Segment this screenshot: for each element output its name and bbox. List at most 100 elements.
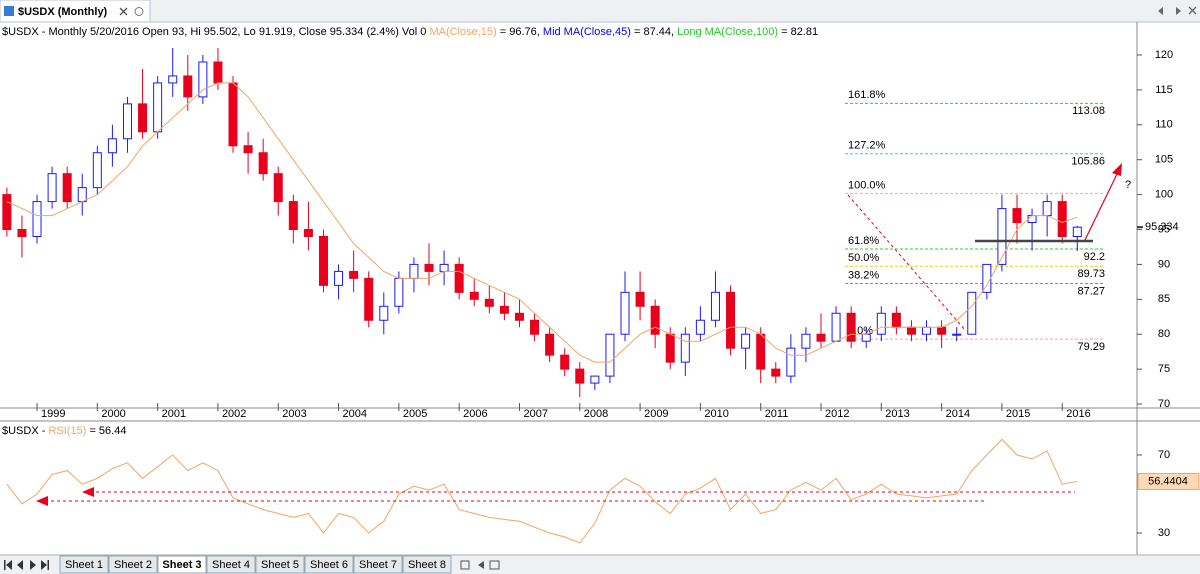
y-tick-label: 115 [1155, 84, 1173, 96]
fib-label: 161.8% [848, 89, 886, 101]
candle-body [922, 326, 932, 335]
last-value-box [1137, 472, 1200, 490]
candle-body [861, 333, 871, 342]
x-tick-label: 2010 [704, 408, 728, 420]
y-tick-label: 80 [1158, 328, 1170, 340]
header-info: $USDX - Monthly 5/20/2016 Open 93, Hi 95… [2, 26, 426, 38]
y-tick-label: 30 [1158, 527, 1170, 539]
x-tick-label: 2005 [403, 408, 427, 420]
sheet-tab[interactable] [108, 555, 158, 574]
candle-body [560, 354, 570, 370]
candle-body [409, 263, 419, 279]
candle-body [650, 305, 660, 335]
y-tick-label: 105 [1155, 154, 1173, 166]
sheet-tab-label[interactable]: Sheet 5 [261, 559, 299, 571]
sheet-tab-label[interactable]: Sheet 1 [65, 559, 103, 571]
candle-body [605, 333, 615, 377]
study-name: Long MA(Close,100) [677, 26, 778, 38]
last-price-label: 95.334 [1145, 221, 1179, 233]
sheet-nav[interactable] [4, 560, 49, 570]
candle-body [665, 333, 675, 363]
sheet-tab-label[interactable]: Sheet 4 [212, 559, 250, 571]
candle-body [454, 263, 464, 293]
candle-body [575, 368, 585, 384]
x-tick-label: 2014 [946, 408, 970, 420]
ma-line [6, 82, 1078, 363]
candle-body [168, 75, 178, 84]
candle-body [816, 333, 826, 342]
sheet-tab-label[interactable]: Sheet 6 [310, 559, 348, 571]
fib-label: 50.0% [848, 252, 879, 264]
candle-body [303, 229, 313, 237]
candle-body [1072, 226, 1082, 237]
candle-body [831, 312, 841, 342]
candle-body [997, 208, 1007, 265]
x-tick-label: 2006 [463, 408, 487, 420]
sheet-tab[interactable] [402, 555, 452, 574]
candle-body [484, 298, 494, 307]
x-tick-label: 2009 [644, 408, 668, 420]
candle-body [876, 312, 886, 335]
sheet-tab[interactable] [157, 555, 207, 574]
candle-body [243, 145, 253, 154]
candle-body [786, 347, 796, 377]
candle-body [801, 333, 811, 349]
x-tick-label: 2016 [1066, 408, 1090, 420]
sheet-tab-label[interactable]: Sheet 3 [162, 559, 201, 571]
ma-name: MA(Close,15) [429, 26, 496, 38]
tab-bar [0, 0, 1200, 22]
x-tick-label: 2008 [584, 408, 608, 420]
candle-body [153, 82, 163, 133]
candle-body [469, 291, 479, 300]
candle-body [982, 263, 992, 293]
candle-body [17, 229, 27, 237]
chart-header: $USDX - Monthly 5/20/2016 Open 93, Hi 95… [2, 26, 818, 38]
sheet-tab-label[interactable]: Sheet 2 [114, 559, 152, 571]
candle-body [32, 201, 42, 237]
candle-body [183, 75, 193, 98]
sheet-tab[interactable] [59, 555, 109, 574]
candle-body [967, 291, 977, 335]
sheet-tab[interactable] [304, 555, 354, 574]
sheet-tools[interactable] [460, 560, 500, 570]
y-tick-label: 100 [1155, 189, 1173, 201]
rsi-line [6, 438, 1078, 544]
candle-body [258, 152, 268, 175]
sheet-tab-label[interactable]: Sheet 7 [359, 559, 397, 571]
sheet-tabs: Sheet 1 Sheet 2 Sheet 3 Sheet 4 Sheet 5 Sheet… [59, 555, 452, 574]
fib-price: 92.2 [1084, 251, 1105, 263]
candle-body [138, 103, 148, 133]
candle-body [1057, 201, 1067, 237]
candle-body [77, 187, 87, 203]
y-tick-label: 85 [1158, 293, 1170, 305]
window-close[interactable] [1188, 6, 1197, 15]
sheet-tab[interactable] [206, 555, 256, 574]
candle-body [620, 291, 630, 335]
window-controls[interactable] [1158, 7, 1181, 15]
x-tick-label: 2004 [343, 408, 367, 420]
x-tick-label: 2003 [282, 408, 306, 420]
candle-body [47, 173, 57, 203]
candle-body [2, 194, 12, 231]
tab-pin[interactable] [134, 7, 144, 16]
tab-close[interactable] [119, 7, 128, 16]
y-tick-label: 90 [1158, 258, 1170, 270]
fib-price: 113.08 [1072, 105, 1105, 117]
y-tick-label: 110 [1155, 119, 1173, 131]
candle-body [394, 277, 404, 307]
ma-value: = 96.76, [500, 26, 540, 38]
candle-body [228, 82, 238, 147]
sheet-tab[interactable] [353, 555, 403, 574]
arrow-head [82, 487, 94, 497]
candle-body [213, 61, 223, 84]
rsi-name: RSI(15) [48, 425, 86, 437]
sheet-tab[interactable] [255, 555, 305, 574]
fib-label: 38.2% [848, 269, 879, 281]
candle-body [846, 312, 856, 342]
candle-body [318, 235, 328, 286]
sheet-tab-label[interactable]: Sheet 8 [408, 559, 446, 571]
x-tick-label: 2015 [1006, 408, 1030, 420]
fib-label: 127.2% [848, 140, 886, 152]
rsi-prefix: $USDX - [2, 425, 46, 437]
